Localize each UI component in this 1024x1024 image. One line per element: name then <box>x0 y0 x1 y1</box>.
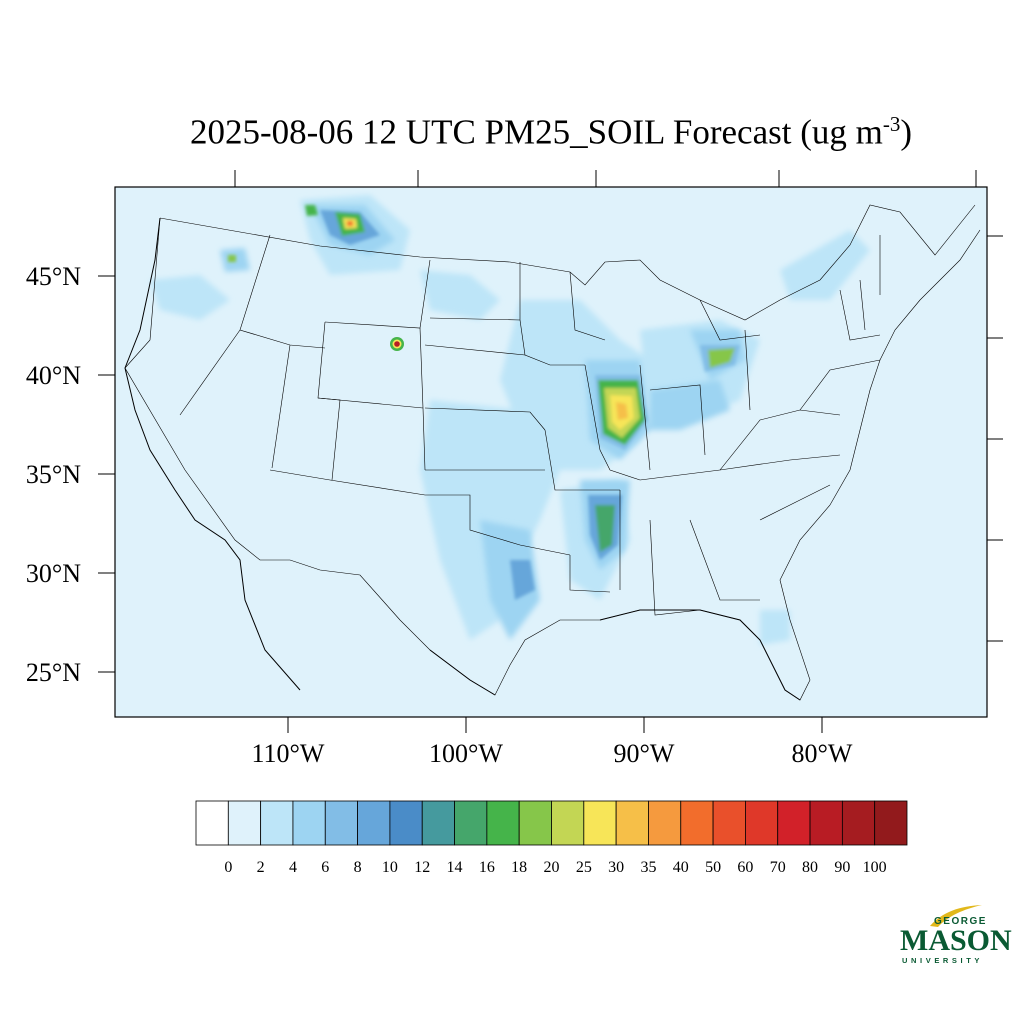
colorbar-label: 8 <box>354 859 362 876</box>
lon-label: 100°W <box>429 739 503 768</box>
logo-mason: MASON <box>900 924 1012 957</box>
colorbar-swatch <box>874 800 908 846</box>
lon-label: 90°W <box>614 739 675 768</box>
colorbar-label: 40 <box>673 859 689 876</box>
colorbar <box>195 800 908 846</box>
lat-label: 40°N <box>26 361 81 390</box>
state-boundaries <box>124 204 981 701</box>
colorbar-label: 35 <box>640 859 656 876</box>
colorbar-swatch <box>195 800 229 846</box>
colorbar-swatch <box>260 800 294 846</box>
colorbar-swatch <box>518 800 552 846</box>
colorbar-swatch <box>615 800 649 846</box>
colorbar-label: 100 <box>863 859 887 876</box>
colorbar-swatch <box>421 800 455 846</box>
colorbar-label: 25 <box>576 859 592 876</box>
logo-swoosh-icon <box>930 905 982 927</box>
colorbar-swatch <box>745 800 779 846</box>
colorbar-swatch <box>648 800 682 846</box>
title-exponent: -3 <box>882 112 901 136</box>
colorbar-swatch <box>551 800 585 846</box>
colorbar-swatch <box>324 800 358 846</box>
axis-ticks <box>98 170 1003 733</box>
colorbar-swatch <box>389 800 423 846</box>
colorbar-swatch <box>583 800 617 846</box>
logo-university: UNIVERSITY <box>902 956 984 965</box>
colorbar-label: 30 <box>608 859 624 876</box>
colorbar-swatch <box>777 800 811 846</box>
colorbar-label: 6 <box>321 859 329 876</box>
colorbar-label: 14 <box>447 859 463 876</box>
lon-label: 80°W <box>792 739 853 768</box>
title-close: ) <box>900 112 912 152</box>
colorbar-swatch <box>454 800 488 846</box>
colorbar-swatch <box>357 800 391 846</box>
colorbar-label: 2 <box>257 859 265 876</box>
colorbar-swatch <box>712 800 746 846</box>
colorbar-label: 12 <box>414 859 430 876</box>
concentration-field <box>150 195 870 645</box>
lat-label: 45°N <box>26 262 81 291</box>
colorbar-label: 18 <box>511 859 527 876</box>
lat-label: 35°N <box>26 460 81 489</box>
colorbar-label: 16 <box>479 859 495 876</box>
logo-george: GEORGE <box>934 916 987 927</box>
university-logo: GEORGE MASON UNIVERSITY <box>896 904 1012 968</box>
colorbar-label: 4 <box>289 859 297 876</box>
colorbar-swatch <box>486 800 520 846</box>
lat-label: 30°N <box>26 559 81 588</box>
colorbar-swatch <box>292 800 326 846</box>
colorbar-swatch <box>841 800 876 846</box>
coastlines <box>124 217 801 701</box>
colorbar-swatch <box>809 800 843 846</box>
elevated-concentration-areas <box>228 205 740 600</box>
longitude-labels: 110°W 100°W 90°W 80°W <box>252 739 853 768</box>
colorbar-label: 80 <box>802 859 818 876</box>
map-frame <box>114 186 988 718</box>
colorbar-label: 0 <box>224 859 232 876</box>
colorbar-label: 50 <box>705 859 721 876</box>
colorbar-label: 90 <box>834 859 850 876</box>
title-text: 2025-08-06 12 UTC PM25_SOIL Forecast (ug… <box>190 112 883 152</box>
colorbar-label: 60 <box>737 859 753 876</box>
lon-label: 110°W <box>252 739 325 768</box>
lat-label: 25°N <box>26 658 81 687</box>
hotspot-wyoming <box>390 337 404 351</box>
map-layers <box>124 195 981 701</box>
latitude-labels: 45°N 40°N 35°N 30°N 25°N <box>26 262 81 687</box>
map-title: 2025-08-06 12 UTC PM25_SOIL Forecast (ug… <box>115 112 987 153</box>
colorbar-swatch <box>227 800 262 846</box>
colorbar-label: 70 <box>770 859 786 876</box>
colorbar-label: 10 <box>382 859 398 876</box>
colorbar-labels: 0 2 4 6 8 10 12 14 16 18 20 25 30 35 40 50 60 70 80 90 100 <box>224 859 886 876</box>
colorbar-swatch <box>680 800 714 846</box>
colorbar-label: 20 <box>544 859 560 876</box>
